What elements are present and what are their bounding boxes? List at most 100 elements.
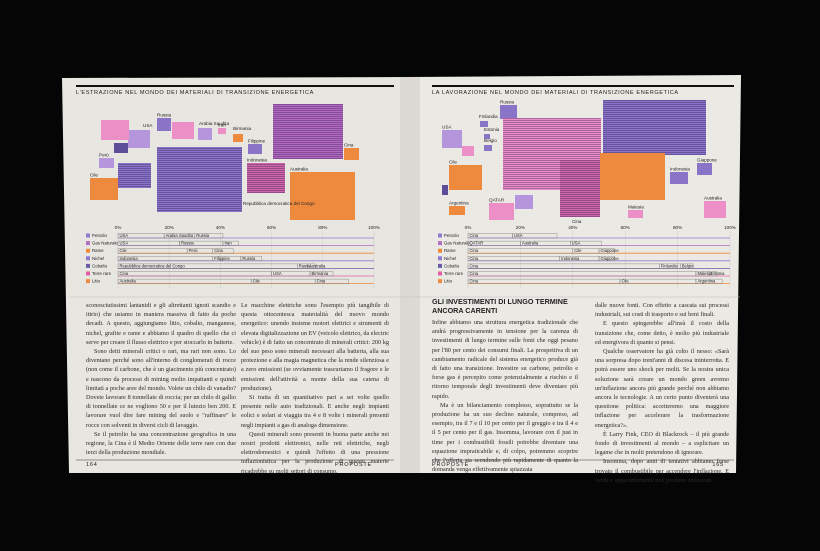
share-segment <box>194 233 224 239</box>
segment-label: Australia <box>522 241 539 246</box>
paragraph: Se il petrolio ha una concentrazione geo… <box>86 430 236 457</box>
text-column: Le macchine elettriche sono l'esempio pi… <box>241 301 389 476</box>
axis-label: 20% <box>516 225 525 230</box>
section-heading: GLI INVESTIMENTI DI LUNGO TERMINE ANCORA… <box>432 297 568 315</box>
axis-label: 0% <box>465 225 472 230</box>
segment-label: Argentina <box>697 279 716 284</box>
treemap-block <box>449 206 465 215</box>
share-segment <box>598 256 615 261</box>
treemap-block <box>99 158 114 168</box>
paragraph: Qualche osservatore ha già colto il ness… <box>595 348 729 429</box>
row-label: Gas Naturale <box>92 241 118 246</box>
paragraph: Sono detti minerali critici o rari, ma r… <box>86 348 236 429</box>
folio: 164 <box>86 462 98 468</box>
segment-label: Cile <box>253 279 261 284</box>
share-segment <box>695 278 723 284</box>
page-header: L'ESTRAZIONE NEL MONDO DEI MATERIALI DI … <box>76 90 314 96</box>
segment-label: USA <box>120 233 129 238</box>
block-stripes <box>157 147 242 212</box>
block-label: Cina <box>344 143 354 148</box>
text-column: dalle nuove fonti. Con effetto a cascata… <box>595 301 729 485</box>
paragraph: sconosciutissimi lantanidi e gli altrett… <box>86 302 236 346</box>
paragraph: E questo spingerebbe all'insù il costo d… <box>595 320 729 346</box>
block-stripes <box>118 163 151 188</box>
segment-label: Cina <box>214 248 223 253</box>
segment-label: Australia <box>309 263 326 268</box>
segment-label: Cile <box>120 248 128 253</box>
block-stripes <box>560 160 600 217</box>
segment-label: Birmania <box>312 271 329 276</box>
segment-label: Indonesia <box>561 256 580 261</box>
axis-label: 100% <box>368 225 380 230</box>
segment-label: Belgio <box>682 263 694 268</box>
treemap-block <box>90 178 118 200</box>
segment-label: Estonia <box>711 271 726 276</box>
block-label: Russia <box>500 100 514 105</box>
segment-label: Cina <box>317 279 326 284</box>
treemap-block <box>114 143 128 153</box>
share-segment <box>598 248 615 254</box>
segment-label: Perù <box>189 248 199 253</box>
paragraph: Infine abbiamo una struttura energetica … <box>432 319 578 400</box>
block-label: Estonia <box>484 127 500 132</box>
row-swatch <box>86 256 90 261</box>
text-column: Infine abbiamo una struttura energetica … <box>432 318 578 474</box>
treemap-block <box>233 134 243 142</box>
block-label: Perù <box>99 153 109 158</box>
row-swatch <box>438 248 442 253</box>
row-swatch <box>438 279 442 284</box>
row-label: Nichel <box>444 256 456 261</box>
block-label: Filippine <box>248 139 266 144</box>
treemap-block <box>697 163 712 175</box>
segment-label: Filippine <box>214 256 230 261</box>
paragraph: dalle nuove fonti. Con effetto a cascata… <box>595 302 729 319</box>
page-header: LA LAVORAZIONE NEL MONDO DEI MATERIALI D… <box>432 90 679 96</box>
axis-label: 20% <box>165 225 174 230</box>
share-segment <box>309 271 334 277</box>
folio: 165 <box>712 462 724 468</box>
axis-label: 80% <box>673 225 682 230</box>
treemap-block <box>157 118 171 131</box>
segment-label: Australia <box>120 279 137 284</box>
segment-label: Finlandia <box>661 263 679 268</box>
treemap-block <box>600 153 665 200</box>
treemap-block <box>218 128 226 134</box>
row-swatch <box>86 233 90 238</box>
block-label: Cina <box>572 219 582 224</box>
axis-label: 40% <box>216 225 225 230</box>
row-swatch <box>86 279 90 284</box>
block-label: USA <box>143 123 153 128</box>
segment-label: USA <box>572 241 581 246</box>
treemap-block <box>172 122 194 139</box>
row-swatch <box>438 241 442 246</box>
share-segment <box>314 278 349 284</box>
treemap-block <box>344 148 359 160</box>
paragraph: Insomma, dopo anni di tentativi abbiamo … <box>595 458 729 484</box>
treemap-block <box>442 185 448 195</box>
share-segment <box>512 233 558 239</box>
row-swatch <box>438 263 442 268</box>
treemap-block <box>484 134 490 139</box>
share-segment <box>680 263 694 269</box>
row-label: Gas Naturale <box>444 241 470 246</box>
treemap-block <box>449 165 482 190</box>
segment-label: Cina <box>470 279 479 284</box>
segment-label: Giappone <box>601 256 620 261</box>
row-label: Rame <box>444 248 456 253</box>
block-label: Russia <box>157 113 171 118</box>
row-label: Petrolio <box>92 233 107 238</box>
treemap-block <box>128 130 150 148</box>
segment-label: Cina <box>120 271 129 276</box>
segment-label: Cile <box>574 248 582 253</box>
segment-label: Cina <box>470 256 479 261</box>
block-label: Malesia <box>628 205 644 210</box>
block-label: Arabia Saudita <box>199 121 230 126</box>
segment-label: Iran <box>224 241 232 246</box>
block-label: Cile <box>449 160 457 165</box>
paragraph: Le macchine elettriche sono l'esempio pi… <box>241 302 389 392</box>
treemap-block <box>704 201 726 218</box>
block-label: QATAR <box>489 198 505 203</box>
block-label: Finlandia <box>479 114 498 119</box>
